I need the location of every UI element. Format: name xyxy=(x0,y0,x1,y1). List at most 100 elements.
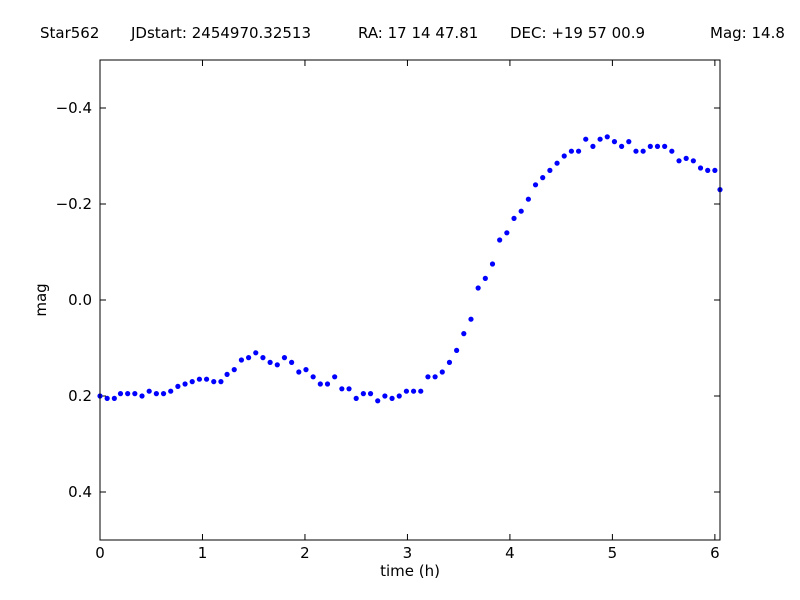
header-star-name: Star562 xyxy=(40,24,99,42)
y-tick-label: 0.2 xyxy=(68,387,92,405)
data-point xyxy=(168,388,174,394)
data-point xyxy=(712,167,718,173)
data-point xyxy=(196,376,203,382)
data-point xyxy=(317,381,323,387)
data-point xyxy=(403,388,410,394)
data-point xyxy=(683,155,689,161)
data-point xyxy=(504,230,510,236)
data-point xyxy=(218,379,224,385)
x-tick-label: 0 xyxy=(95,544,105,562)
data-point xyxy=(583,136,589,142)
data-point xyxy=(231,367,237,373)
data-point xyxy=(382,393,388,399)
data-point xyxy=(396,393,402,399)
x-axis-label: time (h) xyxy=(380,562,440,580)
data-point xyxy=(626,139,632,145)
axis-ticks: 0 1 2 3 4 5 6 −0.4 −0.2 0.0 0.2 0.4 xyxy=(56,60,720,562)
data-point xyxy=(360,391,366,397)
data-point xyxy=(346,386,352,392)
data-point xyxy=(439,369,445,375)
data-point xyxy=(332,374,338,380)
data-point xyxy=(604,134,610,140)
data-point xyxy=(281,355,288,361)
data-point xyxy=(132,391,138,397)
data-point xyxy=(146,388,152,394)
data-point xyxy=(310,374,316,380)
data-point xyxy=(647,143,653,149)
data-point xyxy=(676,158,682,164)
plot-frame xyxy=(99,59,721,541)
x-tick-label: 2 xyxy=(300,544,310,562)
data-point xyxy=(189,379,195,385)
data-point xyxy=(554,160,560,166)
data-point xyxy=(260,355,266,361)
x-tick-label: 5 xyxy=(608,544,618,562)
data-point xyxy=(525,196,531,202)
header-jdstart: JDstart: 2454970.32513 xyxy=(130,24,311,42)
data-point xyxy=(654,143,661,149)
data-point xyxy=(590,143,596,149)
data-point xyxy=(274,362,280,368)
header-mag: Mag: 14.8 xyxy=(710,24,785,42)
data-point xyxy=(540,175,546,181)
x-tick-label: 3 xyxy=(403,544,413,562)
data-point xyxy=(446,359,453,365)
data-point xyxy=(303,367,309,373)
y-tick-label: 0.0 xyxy=(68,291,92,309)
data-point xyxy=(575,148,582,154)
data-point xyxy=(518,208,524,214)
data-point xyxy=(224,371,230,377)
data-points xyxy=(97,134,723,404)
data-point xyxy=(482,275,488,281)
data-point xyxy=(461,331,467,337)
data-point xyxy=(410,388,417,394)
x-tick-label: 6 xyxy=(710,544,720,562)
data-point xyxy=(547,167,553,173)
x-tick-label: 4 xyxy=(505,544,515,562)
data-point xyxy=(669,148,675,154)
data-point xyxy=(511,215,517,221)
y-tick-label: −0.2 xyxy=(56,195,92,213)
data-point xyxy=(662,143,668,149)
y-axis-label: mag xyxy=(32,283,50,316)
data-point xyxy=(697,165,704,171)
data-point xyxy=(489,261,496,267)
header-ra: RA: 17 14 47.81 xyxy=(358,24,478,42)
header-dec: DEC: +19 57 00.9 xyxy=(510,24,645,42)
data-point xyxy=(690,158,696,164)
y-tick-label: 0.4 xyxy=(68,483,92,501)
data-point xyxy=(245,355,252,361)
data-point xyxy=(339,386,345,392)
data-point xyxy=(324,381,331,387)
data-point xyxy=(289,359,295,365)
x-tick-label: 1 xyxy=(198,544,208,562)
data-point xyxy=(125,391,131,397)
data-point xyxy=(561,153,567,159)
data-point xyxy=(633,148,639,154)
data-point xyxy=(111,395,117,401)
data-point xyxy=(153,391,159,397)
data-point xyxy=(418,388,424,394)
data-point xyxy=(367,391,374,397)
data-point xyxy=(497,237,503,243)
data-point xyxy=(619,143,625,149)
data-point xyxy=(640,148,646,154)
y-tick-label: −0.4 xyxy=(56,99,92,117)
data-point xyxy=(203,376,210,382)
data-point xyxy=(532,182,539,188)
data-point xyxy=(211,379,217,385)
data-point xyxy=(104,395,110,401)
data-point xyxy=(568,148,575,154)
data-point xyxy=(425,374,431,380)
data-point xyxy=(375,398,381,404)
data-point xyxy=(705,167,711,173)
data-point xyxy=(253,350,259,356)
data-point xyxy=(353,395,359,401)
data-point xyxy=(238,357,245,363)
data-point xyxy=(389,395,395,401)
data-point xyxy=(175,383,181,389)
data-point xyxy=(432,374,438,380)
data-point xyxy=(267,359,273,365)
